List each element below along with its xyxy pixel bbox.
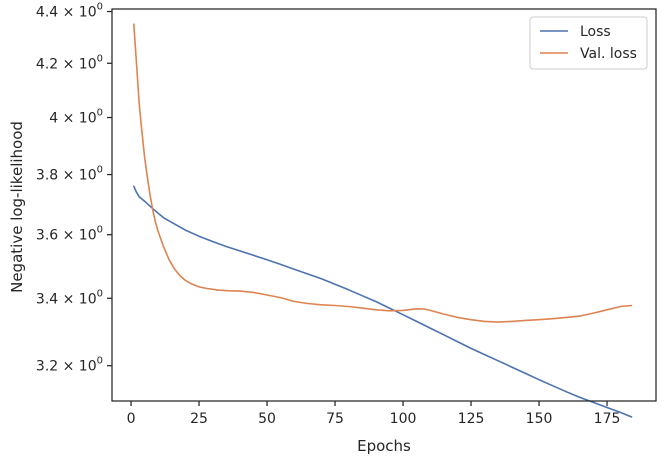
x-tick-label: 0	[127, 411, 136, 427]
series-line-val-loss	[133, 23, 633, 323]
plot-frame	[111, 8, 657, 402]
y-tick-label: 4.4 × 100	[36, 2, 103, 21]
y-tick-label: 3.2 × 100	[36, 356, 103, 375]
legend-label: Loss	[580, 24, 611, 40]
x-axis: 0 25 50 75 100 125 150 175	[127, 401, 621, 427]
plot-background	[112, 9, 656, 401]
x-tick-label: 25	[190, 411, 208, 427]
x-axis-label: Epochs	[357, 437, 411, 455]
x-tick-label: 50	[258, 411, 276, 427]
x-tick-label: 100	[390, 411, 417, 427]
y-tick-label: 4.2 × 100	[36, 53, 103, 72]
x-tick-label: 175	[594, 411, 621, 427]
x-tick-label: 150	[526, 411, 553, 427]
legend-label: Val. loss	[580, 46, 637, 62]
y-tick-label: 4 × 100	[49, 108, 103, 127]
x-tick-label: 75	[326, 411, 344, 427]
y-tick-label: 3.4 × 100	[36, 288, 103, 307]
y-axis-label: Negative log-likelihood	[8, 121, 26, 293]
y-tick-label: 3.8 × 100	[36, 165, 103, 184]
y-tick-label: 3.6 × 100	[36, 225, 103, 244]
series-layer	[133, 23, 633, 418]
series-line-loss	[133, 185, 633, 418]
y-axis: 3.2 × 100 3.4 × 100 3.6 × 100 3.8 × 100 4 × …	[36, 2, 112, 375]
legend-box	[529, 16, 648, 70]
x-tick-label: 125	[458, 411, 485, 427]
legend: Loss Val. loss	[529, 16, 648, 70]
